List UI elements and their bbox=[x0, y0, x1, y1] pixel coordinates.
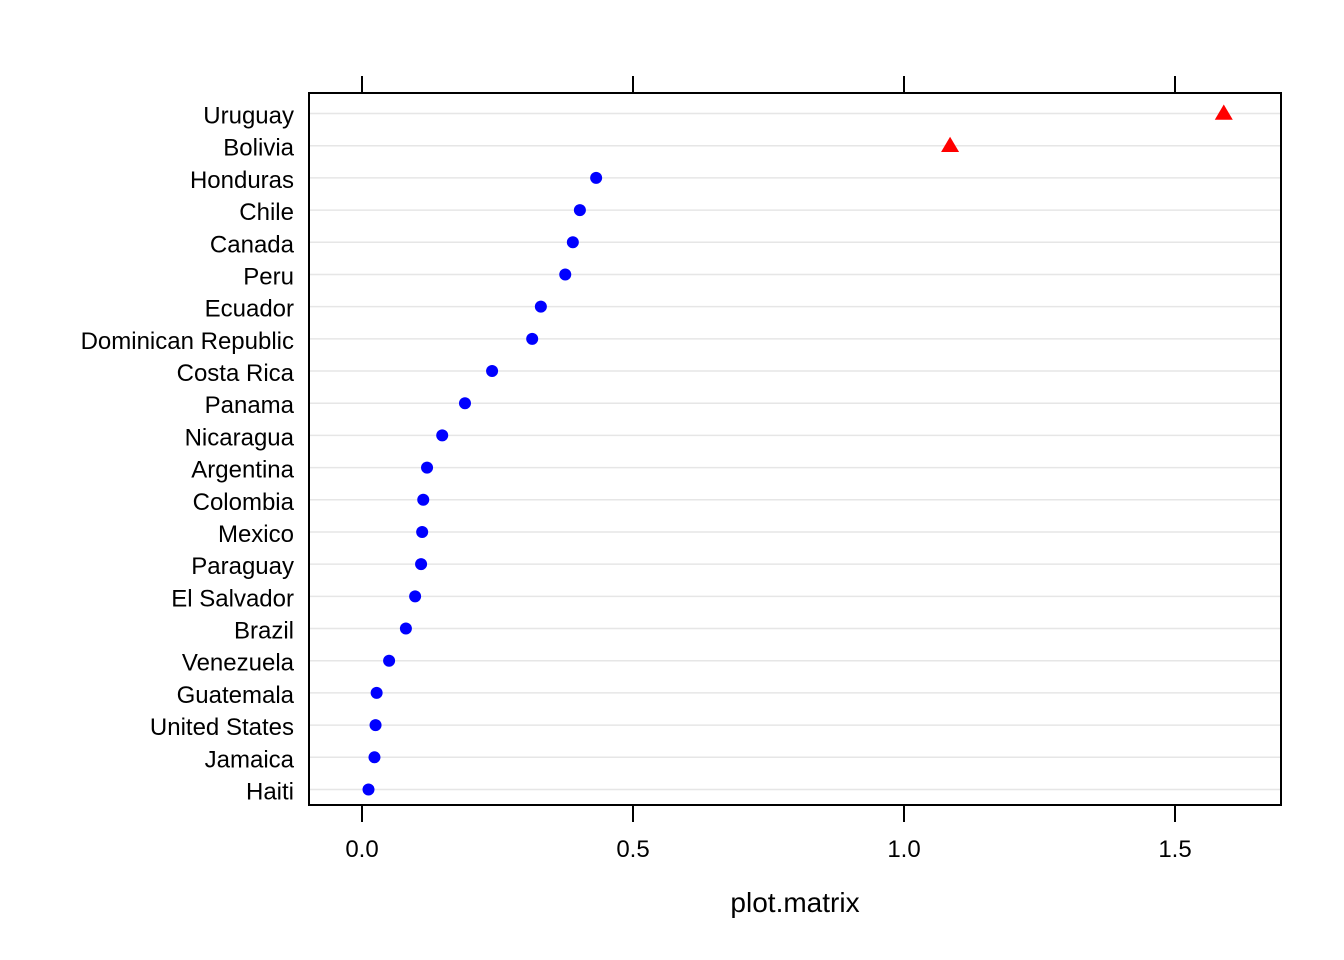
x-tick-label: 0.0 bbox=[345, 836, 378, 863]
y-tick-label: Costa Rica bbox=[177, 360, 295, 387]
y-tick-label: Paraguay bbox=[191, 553, 294, 580]
data-point bbox=[383, 654, 396, 667]
data-points bbox=[362, 104, 1233, 796]
x-tick-label: 1.5 bbox=[1158, 836, 1191, 863]
y-tick-label: Peru bbox=[243, 263, 294, 290]
data-point bbox=[534, 300, 547, 313]
y-tick-label: Chile bbox=[239, 199, 294, 226]
plot-frame bbox=[308, 92, 1282, 806]
y-tick-label: Uruguay bbox=[203, 103, 294, 130]
data-point bbox=[590, 171, 603, 184]
data-point bbox=[421, 461, 434, 474]
y-tick-label: Nicaragua bbox=[185, 424, 295, 451]
y-tick-label: Dominican Republic bbox=[81, 328, 294, 355]
y-tick-label: Haiti bbox=[246, 779, 294, 806]
x-axis-ticks: 0.0 0.5 1.0 1.5 bbox=[345, 76, 1192, 863]
y-tick-label: Colombia bbox=[193, 489, 295, 516]
y-tick-label: Guatemala bbox=[177, 682, 295, 709]
data-point bbox=[368, 751, 381, 764]
data-point-triangle bbox=[1214, 104, 1233, 120]
data-point bbox=[486, 365, 499, 378]
data-point bbox=[370, 686, 383, 699]
data-point bbox=[559, 268, 572, 281]
y-tick-label: Canada bbox=[210, 231, 295, 258]
data-point bbox=[415, 558, 428, 571]
data-point bbox=[362, 783, 375, 796]
y-tick-label: Venezuela bbox=[182, 650, 295, 677]
y-tick-label: Ecuador bbox=[205, 296, 294, 323]
data-point bbox=[417, 493, 430, 506]
y-tick-label: Jamaica bbox=[205, 746, 295, 773]
x-tick-label: 0.5 bbox=[616, 836, 649, 863]
data-point bbox=[369, 719, 382, 732]
y-tick-label: Bolivia bbox=[223, 135, 294, 162]
data-point bbox=[399, 622, 412, 635]
y-tick-label: Panama bbox=[205, 392, 295, 419]
data-point-triangle bbox=[941, 136, 960, 152]
y-tick-label: El Salvador bbox=[171, 585, 294, 612]
data-point bbox=[573, 204, 586, 217]
data-point bbox=[458, 397, 471, 410]
y-tick-label: Honduras bbox=[190, 167, 294, 194]
y-tick-label: Brazil bbox=[234, 618, 294, 645]
x-axis-label: plot.matrix bbox=[730, 887, 859, 918]
y-tick-label: United States bbox=[150, 714, 294, 741]
data-point bbox=[566, 236, 579, 249]
y-tick-label: Argentina bbox=[191, 457, 294, 484]
y-axis-labels: Uruguay Bolivia Honduras Chile Canada Peru Ecu… bbox=[81, 103, 295, 806]
data-point bbox=[409, 590, 422, 603]
x-tick-label: 1.0 bbox=[887, 836, 920, 863]
data-point bbox=[526, 332, 539, 345]
data-point bbox=[436, 429, 449, 442]
y-tick-label: Mexico bbox=[218, 521, 294, 548]
gridlines bbox=[309, 112, 1281, 791]
data-point bbox=[416, 525, 429, 538]
